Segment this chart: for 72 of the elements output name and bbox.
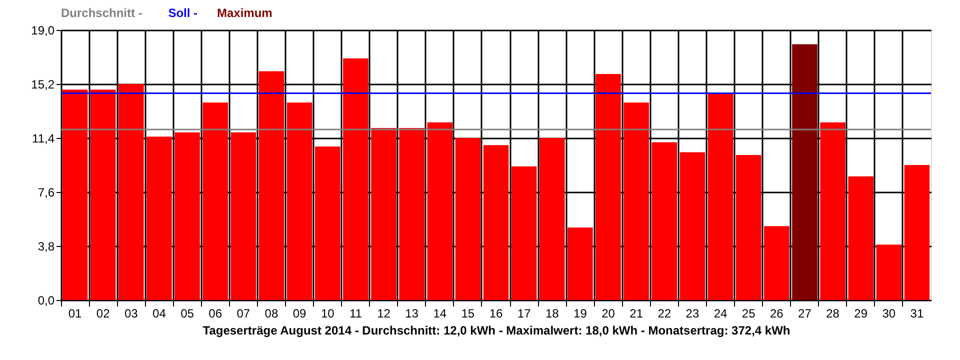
x-tick-label: 09 xyxy=(292,306,307,320)
x-tick-label: 08 xyxy=(264,306,278,320)
bar xyxy=(511,166,537,300)
bar xyxy=(483,145,509,300)
y-tick-label: 15,2 xyxy=(31,78,55,92)
bar xyxy=(258,71,284,300)
x-tick-label: 03 xyxy=(124,306,138,320)
x-tick-label: 12 xyxy=(377,306,391,320)
bar xyxy=(708,92,734,300)
x-tick-label: 26 xyxy=(770,306,784,320)
x-tick-label: 16 xyxy=(489,306,503,320)
bar xyxy=(540,138,565,300)
bar xyxy=(371,128,396,300)
x-tick-label: 06 xyxy=(208,306,222,320)
y-tick-label: 11,4 xyxy=(32,132,55,146)
bar xyxy=(90,90,116,300)
y-tick-label: 0,0 xyxy=(38,294,55,308)
x-tick-label: 17 xyxy=(517,306,532,320)
x-tick-label: 25 xyxy=(742,306,756,320)
x-tick-label: 01 xyxy=(68,306,82,320)
x-tick-label: 31 xyxy=(910,306,924,320)
bar xyxy=(652,142,678,300)
x-tick-label: 02 xyxy=(96,306,110,320)
bar xyxy=(568,228,593,300)
bar xyxy=(792,44,818,300)
bar xyxy=(399,128,424,300)
bar xyxy=(596,74,621,300)
x-axis-title: Tageserträge August 2014 - Durchschnitt: 12,0 kWh - Maximalwert: 18,0 kWh - Monatsertrag: 372,4 kWh xyxy=(202,324,790,338)
x-tick-label: 14 xyxy=(433,306,447,320)
y-tick-label: 19,0 xyxy=(31,24,55,38)
bar xyxy=(62,90,88,300)
x-tick-label: 20 xyxy=(602,306,616,320)
bar xyxy=(820,122,846,300)
bar xyxy=(118,84,144,300)
ref-line-label: Soll - xyxy=(168,6,198,20)
x-tick-label: 10 xyxy=(320,306,335,320)
x-tick-label: 11 xyxy=(349,306,362,320)
bar xyxy=(455,138,481,300)
x-tick-label: 21 xyxy=(630,306,644,320)
x-tick-label: 04 xyxy=(152,306,166,320)
bar xyxy=(680,152,706,300)
x-tick-label: 30 xyxy=(882,306,896,320)
x-tick-label: 19 xyxy=(574,306,588,320)
x-tick-label: 29 xyxy=(854,306,868,320)
x-tick-label: 22 xyxy=(658,306,672,320)
x-tick-label: 07 xyxy=(236,306,250,320)
x-tick-label: 27 xyxy=(798,306,812,320)
bar xyxy=(876,244,902,300)
bar xyxy=(286,102,312,300)
x-tick-label: 28 xyxy=(826,306,840,320)
x-tick-label: 24 xyxy=(714,306,728,320)
bar xyxy=(146,136,172,300)
bar xyxy=(904,165,930,300)
bar xyxy=(174,132,200,300)
bar xyxy=(764,226,790,300)
y-tick-label: 7,6 xyxy=(38,186,55,200)
bar xyxy=(848,176,874,300)
bar xyxy=(427,122,452,300)
x-tick-label: 13 xyxy=(405,306,419,320)
text: Maximum xyxy=(217,6,272,20)
bar xyxy=(202,102,228,300)
x-tick-label: 05 xyxy=(180,306,194,320)
bar xyxy=(624,102,649,300)
bar xyxy=(230,132,256,300)
bar xyxy=(314,146,340,300)
ref-line-label: Durchschnitt - xyxy=(61,6,142,20)
y-tick-label: 3,8 xyxy=(38,240,55,254)
x-tick-label: 18 xyxy=(545,306,560,320)
bar xyxy=(343,58,368,300)
x-tick-label: 15 xyxy=(461,306,475,320)
x-tick-label: 23 xyxy=(686,306,700,320)
bar xyxy=(736,155,762,300)
